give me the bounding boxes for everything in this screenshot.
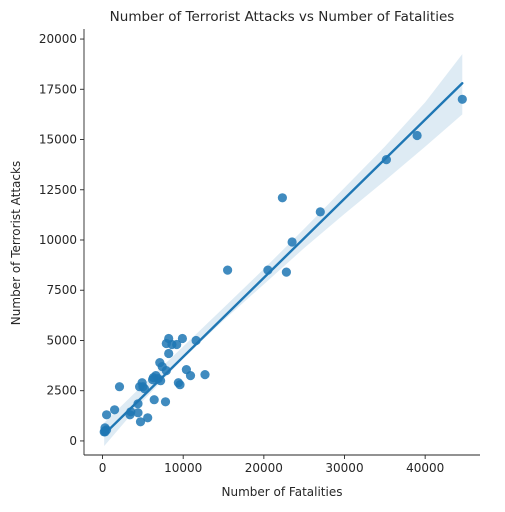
data-point (315, 207, 325, 217)
x-tick-label: 0 (99, 461, 107, 475)
data-point (381, 155, 391, 165)
y-axis-label: Number of Terrorist Attacks (9, 161, 23, 325)
y-tick-label: 10000 (39, 233, 77, 247)
data-point (181, 365, 191, 375)
chart-title: Number of Terrorist Attacks vs Number of… (110, 9, 455, 25)
y-tick-label: 5000 (46, 333, 77, 347)
x-axis-label: Number of Fatalities (222, 485, 343, 499)
confidence-band-layer (104, 54, 463, 446)
y-tick-label: 0 (69, 434, 77, 448)
x-tick-label: 30000 (325, 461, 363, 475)
data-point (133, 399, 143, 409)
data-point (135, 417, 146, 427)
data-point (110, 405, 120, 415)
confidence-band (104, 54, 463, 446)
data-point (457, 94, 467, 104)
ticks-layer: 0 10000 20000 30000 40000 0 2500 5000 7500 10000 1… (39, 32, 444, 475)
data-point (223, 265, 233, 275)
data-point (143, 413, 153, 423)
data-point (287, 237, 297, 247)
data-point (155, 358, 165, 368)
x-tick-label: 40000 (406, 461, 444, 475)
data-point (161, 338, 171, 349)
data-point (277, 193, 287, 203)
data-point (175, 380, 185, 390)
data-point (200, 370, 210, 380)
data-point (149, 395, 159, 405)
points-layer (99, 94, 467, 437)
data-point (102, 410, 112, 420)
data-point (412, 130, 422, 141)
regression-line (102, 82, 464, 436)
x-tick-label: 20000 (245, 461, 283, 475)
y-tick-label: 2500 (46, 384, 77, 398)
data-point (135, 382, 145, 392)
data-point (133, 408, 143, 418)
data-point (177, 333, 187, 344)
y-tick-label: 15000 (39, 133, 77, 147)
data-point (160, 397, 171, 407)
data-point (164, 348, 174, 359)
y-tick-label: 7500 (46, 283, 77, 297)
regression-line-layer (102, 82, 464, 436)
data-point (148, 375, 158, 385)
y-tick-label: 17500 (39, 82, 77, 96)
axes-layer (83, 29, 480, 456)
y-tick-label: 20000 (39, 32, 77, 46)
data-point (114, 382, 125, 392)
data-point (281, 267, 291, 277)
x-tick-label: 10000 (164, 461, 202, 475)
y-tick-label: 12500 (39, 183, 77, 197)
